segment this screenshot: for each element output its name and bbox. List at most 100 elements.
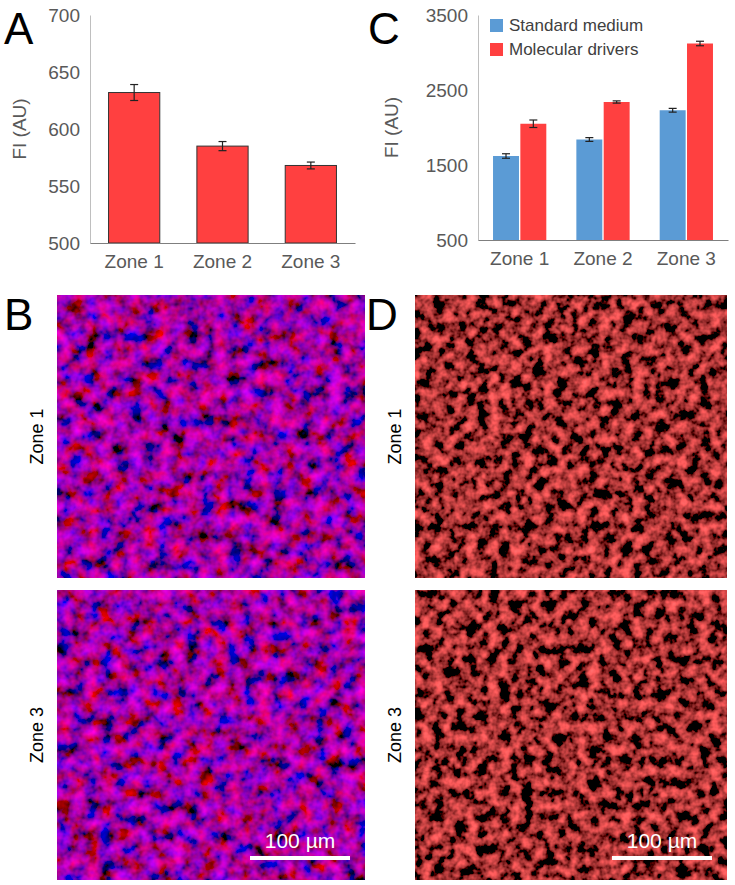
error-bar-line bbox=[307, 168, 315, 169]
zone-label: Zone 1 bbox=[385, 408, 405, 464]
error-bar-line bbox=[222, 142, 223, 151]
y-tick-label: 600 bbox=[48, 119, 80, 140]
scale-bar-label: 100 µm bbox=[265, 829, 335, 852]
legend-swatch bbox=[490, 43, 503, 56]
error-bar bbox=[502, 154, 510, 159]
x-tick-label: Zone 3 bbox=[657, 248, 716, 269]
y-tick-label: 1500 bbox=[426, 155, 468, 176]
y-tick-label: 500 bbox=[436, 230, 468, 251]
x-axis: Zone 1 Zone 2 Zone 3 bbox=[91, 243, 356, 272]
image-panel: DZone 1Zone 3100 µm bbox=[366, 290, 727, 880]
error-bar-line bbox=[696, 41, 704, 42]
x-tick: Zone 3 bbox=[657, 240, 716, 269]
legend-swatch bbox=[490, 19, 503, 32]
x-tick: Zone 2 bbox=[573, 240, 632, 269]
micrograph bbox=[57, 590, 365, 880]
panel-letter: C bbox=[368, 4, 400, 53]
x-tick: Zone 1 bbox=[105, 243, 164, 272]
y-tick: 700 bbox=[48, 5, 90, 26]
scale-bar bbox=[612, 856, 712, 860]
panel-letter: A bbox=[4, 4, 34, 53]
legend-label: Molecular drivers bbox=[509, 40, 638, 59]
x-tick-label: Zone 1 bbox=[490, 248, 549, 269]
plot-marks bbox=[109, 85, 337, 243]
legend-label: Standard medium bbox=[509, 16, 643, 35]
panel-letter: B bbox=[4, 290, 33, 339]
plot-marks bbox=[493, 41, 713, 240]
micrograph bbox=[415, 295, 727, 578]
micrograph bbox=[415, 590, 727, 880]
chart-panel: A 500 550 600 650 700 Zone 1 Zone 2 Zone 3 FI (AU… bbox=[4, 4, 356, 272]
image-panel: B Zone 1 Zone 3 100 µm bbox=[4, 290, 365, 880]
error-bar-line bbox=[669, 108, 677, 109]
bar bbox=[109, 93, 160, 243]
x-tick: Zone 1 bbox=[490, 240, 549, 269]
x-axis-line bbox=[479, 240, 729, 241]
bar bbox=[660, 110, 686, 240]
bar bbox=[520, 124, 546, 240]
x-tick: Zone 3 bbox=[281, 243, 340, 272]
error-bar-line bbox=[130, 84, 138, 85]
x-tick-label: Zone 1 bbox=[105, 251, 164, 272]
x-axis-line bbox=[91, 243, 356, 244]
bar bbox=[285, 165, 336, 243]
y-tick: 3500 bbox=[426, 5, 478, 26]
y-tick-label: 500 bbox=[48, 233, 80, 254]
y-tick: 500 bbox=[436, 230, 478, 251]
error-bar bbox=[529, 120, 537, 128]
zone-label: Zone 3 bbox=[385, 707, 405, 763]
y-axis-title: FI (AU) bbox=[9, 98, 30, 159]
error-bar-line bbox=[502, 158, 510, 159]
zone-label: Zone 1 bbox=[27, 408, 47, 464]
error-bar-line bbox=[310, 162, 311, 169]
y-axis-line bbox=[478, 16, 479, 241]
y-tick: 550 bbox=[48, 176, 90, 197]
bar bbox=[687, 44, 713, 241]
x-tick-label: Zone 3 bbox=[281, 251, 340, 272]
y-tick-label: 3500 bbox=[426, 5, 468, 26]
bar bbox=[604, 102, 630, 240]
y-tick-label: 650 bbox=[48, 62, 80, 83]
x-tick: Zone 2 bbox=[193, 243, 252, 272]
y-axis-title: FI (AU) bbox=[381, 97, 402, 158]
legend: Standard medium Molecular drivers bbox=[490, 16, 643, 59]
error-bar bbox=[219, 142, 227, 151]
y-tick: 600 bbox=[48, 119, 90, 140]
error-bar bbox=[585, 138, 593, 142]
error-bar-line bbox=[699, 41, 700, 46]
error-bar-line bbox=[529, 119, 537, 120]
bar bbox=[197, 146, 248, 243]
y-tick-label: 550 bbox=[48, 176, 80, 197]
y-tick: 500 bbox=[48, 233, 90, 254]
error-bar-line bbox=[533, 120, 534, 128]
error-bar-line bbox=[613, 100, 621, 101]
bar bbox=[576, 140, 602, 241]
y-axis: 500 550 600 650 700 bbox=[48, 5, 90, 254]
error-bar-line bbox=[696, 45, 704, 46]
error-bar-line bbox=[669, 112, 677, 113]
error-bar bbox=[307, 162, 315, 169]
error-bar-line bbox=[613, 103, 621, 104]
scale-bar bbox=[250, 856, 350, 860]
y-axis-line bbox=[90, 16, 91, 244]
micrograph bbox=[57, 295, 365, 578]
error-bar bbox=[130, 85, 138, 101]
chart-panel: C 500 1500 2500 3500 Zone 1 Zone 2 Zone 3 FI (AU… bbox=[368, 4, 729, 269]
error-bar-line bbox=[219, 141, 227, 142]
x-tick-label: Zone 2 bbox=[193, 251, 252, 272]
x-tick-label: Zone 2 bbox=[573, 248, 632, 269]
error-bar-line bbox=[585, 141, 593, 142]
bar bbox=[493, 156, 519, 240]
error-bar-line bbox=[219, 150, 227, 151]
y-tick-label: 2500 bbox=[426, 80, 468, 101]
zone-label: Zone 3 bbox=[27, 707, 47, 763]
error-bar bbox=[696, 41, 704, 46]
y-tick: 650 bbox=[48, 62, 90, 83]
y-tick: 2500 bbox=[426, 80, 478, 101]
error-bar-line bbox=[502, 153, 510, 154]
x-axis: Zone 1 Zone 2 Zone 3 bbox=[479, 240, 729, 269]
error-bar-line bbox=[130, 100, 138, 101]
error-bar-line bbox=[134, 85, 135, 101]
y-tick: 1500 bbox=[426, 155, 478, 176]
error-bar bbox=[613, 101, 621, 103]
